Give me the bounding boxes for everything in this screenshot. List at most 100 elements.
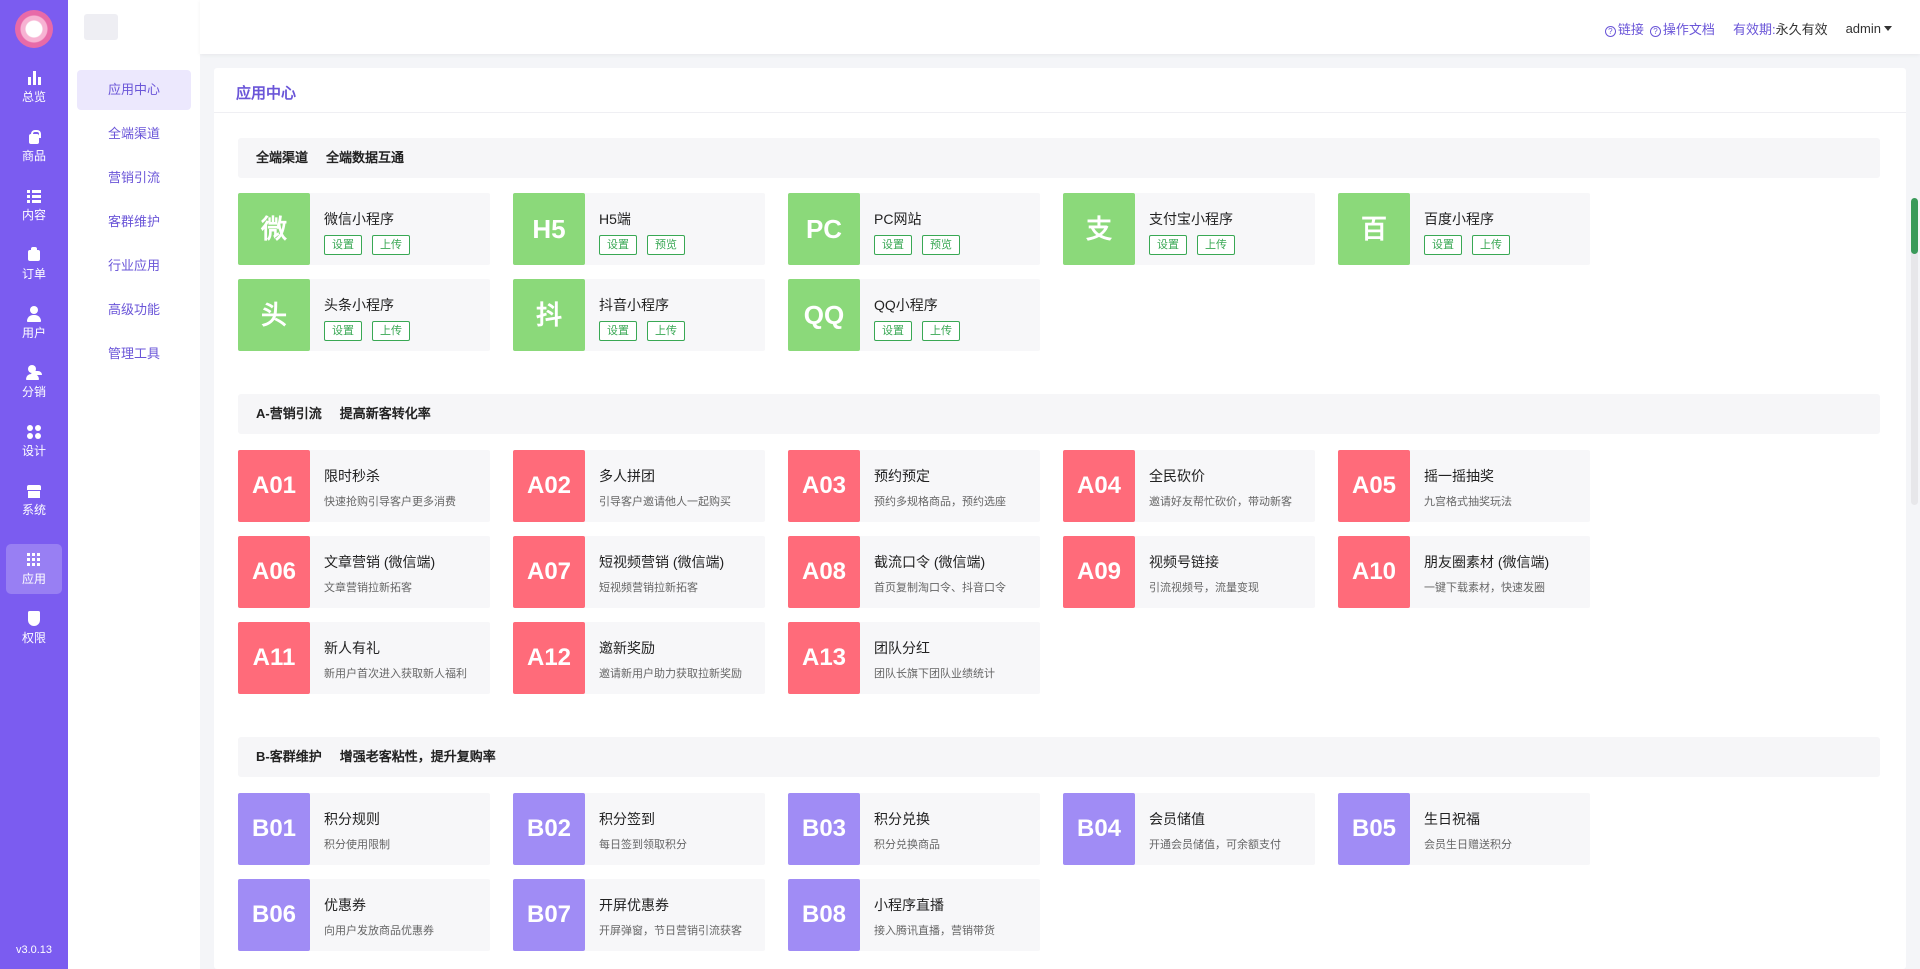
app-logo[interactable] <box>15 10 53 48</box>
app-card[interactable]: A01 限时秒杀 快速抢购引导客户更多消费 <box>238 450 490 522</box>
settings-button[interactable]: 设置 <box>599 321 637 341</box>
app-name: 限时秒杀 <box>324 468 380 484</box>
app-description: 短视频营销拉新拓客 <box>599 582 698 594</box>
apps-grid-icon <box>26 552 42 568</box>
app-card[interactable]: 百百度小程序 设置 上传 <box>1338 193 1590 265</box>
app-card[interactable]: B07 开屏优惠券 开屏弹窗，节日营销引流获客 <box>513 879 765 951</box>
rail-item-content[interactable]: 内容 <box>6 180 62 230</box>
scrollbar-track[interactable] <box>1911 200 1918 505</box>
docs-link[interactable]: ? 操作文档 <box>1649 19 1715 38</box>
app-card[interactable]: PC PC网站设置 预览 <box>788 193 1040 265</box>
app-name: PC网站 <box>874 211 922 227</box>
rail-item-orders[interactable]: 订单 <box>6 239 62 289</box>
secondary-sidebar: 应用中心 全端渠道 营销引流 客群维护 行业应用 高级功能 管理工具 <box>68 0 200 969</box>
app-card[interactable]: 抖抖音小程序 设置 上传 <box>513 279 765 351</box>
app-card[interactable]: A11 新人有礼 新用户首次进入获取新人福利 <box>238 622 490 694</box>
action-button[interactable]: 预览 <box>647 235 685 255</box>
rail-item-products[interactable]: 商品 <box>6 121 62 171</box>
settings-button[interactable]: 设置 <box>324 235 362 255</box>
subnav-item-channels[interactable]: 全端渠道 <box>107 126 160 141</box>
app-card[interactable]: A05 摇一摇抽奖 九宫格式抽奖玩法 <box>1338 450 1590 522</box>
action-button[interactable]: 预览 <box>922 235 960 255</box>
app-card[interactable]: B01 积分规则 积分使用限制 <box>238 793 490 865</box>
app-description: 快速抢购引导客户更多消费 <box>324 496 456 508</box>
app-card[interactable]: 支支付宝小程序 设置 上传 <box>1063 193 1315 265</box>
action-button[interactable]: 上传 <box>922 321 960 341</box>
rail-item-label: 设计 <box>21 444 46 458</box>
action-button[interactable]: 上传 <box>372 235 410 255</box>
app-card[interactable]: B05 生日祝福 会员生日赠送积分 <box>1338 793 1590 865</box>
user-menu[interactable]: admin <box>1846 21 1892 36</box>
scrollbar-thumb[interactable] <box>1911 198 1918 254</box>
rail-item-system[interactable]: 系统 <box>6 475 62 525</box>
section-subtitle: 全端数据互通 <box>326 150 405 165</box>
settings-button[interactable]: 设置 <box>1149 235 1187 255</box>
app-badge: B08 <box>788 879 860 951</box>
app-card[interactable]: B04 会员储值 开通会员储值，可余额支付 <box>1063 793 1315 865</box>
app-badge: A12 <box>513 622 585 694</box>
rail-item-design[interactable]: 设计 <box>6 416 62 466</box>
app-card[interactable]: A09 视频号链接 引流视频号，流量变现 <box>1063 536 1315 608</box>
settings-button[interactable]: 设置 <box>324 321 362 341</box>
app-card[interactable]: A02 多人拼团 引导客户邀请他人一起购买 <box>513 450 765 522</box>
app-card[interactable]: A07 短视频营销 (微信端) 短视频营销拉新拓客 <box>513 536 765 608</box>
rail-item-label: 系统 <box>21 503 46 517</box>
action-button[interactable]: 上传 <box>1472 235 1510 255</box>
action-button[interactable]: 上传 <box>647 321 685 341</box>
settings-button[interactable]: 设置 <box>874 321 912 341</box>
settings-button[interactable]: 设置 <box>599 235 637 255</box>
section-title: 全端渠道 <box>256 150 309 165</box>
app-card[interactable]: A03 预约预定 预约多规格商品，预约选座 <box>788 450 1040 522</box>
subnav-item-tools[interactable]: 管理工具 <box>107 346 160 361</box>
app-card[interactable]: B02 积分签到 每日签到领取积分 <box>513 793 765 865</box>
app-description: 文章营销拉新拓客 <box>324 582 412 594</box>
help-icon: ? <box>1604 26 1616 37</box>
app-card[interactable]: H5 H5端 设置 预览 <box>513 193 765 265</box>
subnav-item-industry[interactable]: 行业应用 <box>107 258 160 273</box>
app-card[interactable]: 微微信小程序 设置 上传 <box>238 193 490 265</box>
settings-button[interactable]: 设置 <box>1424 235 1462 255</box>
section-header-retention: B-客群维护 增强老客粘性，提升复购率 <box>238 737 1880 777</box>
app-name: 开屏优惠券 <box>599 897 669 913</box>
app-card[interactable]: A06 文章营销 (微信端) 文章营销拉新拓客 <box>238 536 490 608</box>
app-card[interactable]: A13 团队分红 团队长旗下团队业绩统计 <box>788 622 1040 694</box>
settings-button[interactable]: 设置 <box>874 235 912 255</box>
app-name: 会员储值 <box>1149 811 1205 827</box>
rail-item-overview[interactable]: 总览 <box>6 62 62 112</box>
app-name: 预约预定 <box>874 468 930 484</box>
subnav-item-app-center[interactable]: 应用中心 <box>77 70 191 110</box>
app-name: 积分规则 <box>324 811 380 827</box>
app-badge: PC <box>788 193 860 265</box>
app-card[interactable]: B06 优惠券 向用户发放商品优惠券 <box>238 879 490 951</box>
divider <box>214 112 1906 113</box>
app-card[interactable]: 头头条小程序 设置 上传 <box>238 279 490 351</box>
action-button[interactable]: 上传 <box>1197 235 1235 255</box>
app-description: 邀请新用户助力获取拉新奖励 <box>599 668 742 680</box>
card-actions: 设置 预览 <box>599 235 695 255</box>
app-badge: 微 <box>238 193 310 265</box>
section-title: A-营销引流 <box>256 406 322 421</box>
app-card[interactable]: B08 小程序直播 接入腾讯直播，营销带货 <box>788 879 1040 951</box>
subnav-item-marketing[interactable]: 营销引流 <box>107 170 160 185</box>
app-card[interactable]: A12 邀新奖励 邀请新用户助力获取拉新奖励 <box>513 622 765 694</box>
subnav-item-customers[interactable]: 客群维护 <box>107 214 160 229</box>
rail-item-distribution[interactable]: 分销 <box>6 357 62 407</box>
rail-item-permissions[interactable]: 权限 <box>6 603 62 653</box>
app-badge: B01 <box>238 793 310 865</box>
brand-logo <box>84 14 118 40</box>
app-name: 团队分红 <box>874 640 930 656</box>
app-name: 支付宝小程序 <box>1149 211 1233 227</box>
shield-icon <box>26 611 42 627</box>
app-card[interactable]: A08 截流口令 (微信端) 首页复制淘口令、抖音口令 <box>788 536 1040 608</box>
rail-item-apps[interactable]: 应用 <box>6 544 62 594</box>
subnav-item-advanced[interactable]: 高级功能 <box>107 302 160 317</box>
app-card[interactable]: A04 全民砍价 邀请好友帮忙砍价，带动新客 <box>1063 450 1315 522</box>
app-card[interactable]: B03 积分兑换 积分兑换商品 <box>788 793 1040 865</box>
app-name: 文章营销 (微信端) <box>324 554 436 570</box>
link-button[interactable]: ? 链接 <box>1604 19 1644 38</box>
action-button[interactable]: 上传 <box>372 321 410 341</box>
rail-item-users[interactable]: 用户 <box>6 298 62 348</box>
app-card[interactable]: QQ QQ小程序 设置 上传 <box>788 279 1040 351</box>
app-name: H5端 <box>599 211 631 227</box>
app-card[interactable]: A10 朋友圈素材 (微信端) 一键下载素材，快速发圈 <box>1338 536 1590 608</box>
